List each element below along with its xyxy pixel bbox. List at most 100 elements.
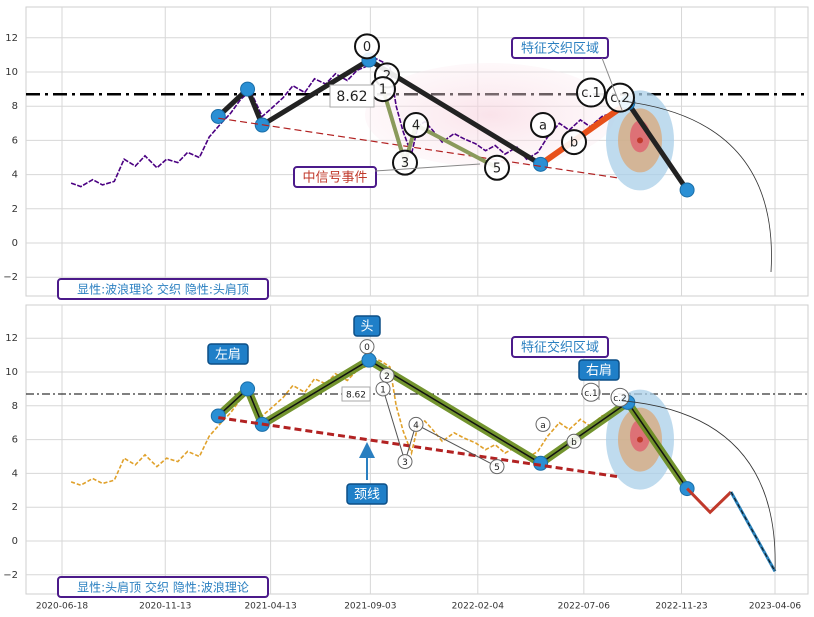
wave-label: 4	[408, 416, 424, 432]
wave-label-text: 0	[364, 343, 370, 353]
pivot-point	[210, 108, 226, 124]
wave-label-ring	[375, 381, 391, 397]
wave-label-ring	[566, 433, 582, 449]
wave-label-text: 3	[401, 156, 409, 171]
value-tag-box	[341, 386, 371, 402]
wave-label-text: 3	[402, 458, 408, 468]
label-head-box	[353, 315, 381, 337]
wave-label-ring	[576, 77, 606, 108]
wave-label: c.1	[581, 382, 601, 402]
wave-label-ring	[359, 339, 375, 355]
wave-label: a	[530, 112, 556, 139]
wave-label: c.1	[576, 77, 606, 108]
wave-label-ring	[610, 387, 630, 407]
wave-label: 4	[403, 112, 429, 139]
wave-label-ring	[581, 382, 601, 402]
wave-label-text: b	[571, 438, 577, 448]
pivot-point	[210, 408, 226, 424]
pattern-caption: 显性:头肩顶 交织 隐性:波浪理论	[57, 576, 269, 598]
label-neckline: 颈线	[346, 483, 388, 505]
label-medium-signal-box	[293, 166, 377, 188]
label-left-shoulder: 左肩	[207, 343, 249, 365]
wave-label-ring	[605, 82, 635, 113]
wave-label-ring	[354, 33, 380, 60]
label-medium-signal: 中信号事件	[293, 166, 377, 188]
projection-line	[686, 487, 733, 515]
label-neckline-text: 颈线	[354, 488, 380, 503]
value-tag-862: 8.62	[329, 84, 375, 108]
pointer-line	[374, 163, 481, 172]
label-feature-zone: 特征交织区域	[511, 37, 609, 59]
wave-label: 3	[397, 454, 413, 470]
pivot-point	[533, 455, 549, 471]
label-feature-zone-box	[511, 37, 609, 59]
feature-zone-core	[630, 120, 650, 153]
wave-label: c.2	[610, 387, 630, 407]
wave-label-text: c.2	[610, 91, 630, 106]
pivot-point	[533, 156, 549, 172]
wave-label: 1	[370, 76, 396, 103]
y-tick-label: 0	[12, 238, 18, 249]
label-left-shoulder-box	[207, 343, 249, 365]
wave-label-text: 1	[380, 385, 386, 395]
pivot-point	[361, 352, 377, 368]
wave-label: 3	[392, 149, 418, 176]
wave-label-text: 5	[493, 161, 501, 176]
neckline-line	[218, 416, 619, 479]
y-tick-label: 8	[12, 401, 18, 412]
wave-subpath-line	[382, 388, 498, 468]
plot-frame	[25, 304, 809, 595]
x-tick-label: 2022-02-04	[452, 602, 505, 612]
value-tag-text: 8.62	[336, 89, 367, 105]
wave-label-ring	[484, 154, 510, 181]
y-tick-label: 6	[12, 435, 18, 446]
y-tick-label: 4	[12, 170, 18, 181]
pivot-point	[240, 81, 256, 97]
label-neckline-box	[346, 483, 388, 505]
y-tick-label: 8	[12, 101, 18, 112]
pattern-caption-text: 显性:头肩顶 交织 隐性:波浪理论	[77, 580, 249, 595]
wave-label: 1	[375, 381, 391, 397]
feature-zone-dot	[637, 137, 643, 144]
y-tick-label: 6	[12, 135, 18, 146]
wave-label-text: c.1	[584, 389, 598, 399]
pattern-caption-box	[57, 278, 269, 300]
wave-label: 5	[484, 154, 510, 181]
projection-centerline	[730, 491, 776, 572]
orange-segment-line	[538, 100, 630, 167]
y-tick-label: 12	[5, 333, 18, 344]
wave-label-text: b	[570, 136, 578, 151]
pivot-point	[679, 182, 695, 198]
label-medium-signal-text: 中信号事件	[302, 171, 367, 186]
label-right-shoulder-text: 右肩	[586, 363, 612, 379]
wave-label: 0	[359, 339, 375, 355]
projection-arc	[621, 400, 776, 572]
x-tick-label: 2020-06-18	[36, 602, 89, 612]
wave-label: c.2	[605, 82, 635, 113]
wave-label-text: a	[539, 119, 547, 134]
wave-label: 2	[379, 367, 395, 383]
label-head-text: 头	[360, 320, 373, 335]
x-tick-label: 2020-11-13	[139, 602, 191, 612]
label-feature-zone-text: 特征交织区域	[521, 340, 599, 356]
wave-label-text: c.1	[581, 86, 601, 101]
y-tick-label: 10	[5, 367, 18, 378]
highlight-region	[365, 63, 615, 167]
label-head: 头	[353, 315, 381, 337]
wave-label: a	[535, 416, 551, 432]
label-right-shoulder: 右肩	[578, 359, 620, 381]
neckline-line	[218, 117, 619, 179]
wave-label-ring	[489, 459, 505, 475]
feature-zone-dot	[637, 436, 643, 443]
wave-label: 0	[354, 33, 380, 60]
pointer-line	[601, 57, 623, 111]
wave-label-ring	[535, 416, 551, 432]
wave-label-ring	[408, 416, 424, 432]
y-tick-label: 10	[5, 67, 18, 78]
pattern-caption-text: 显性:波浪理论 交织 隐性:头肩顶	[77, 282, 249, 297]
wave-label-text: 5	[494, 463, 500, 473]
value-tag-862: 8.62	[341, 386, 371, 402]
x-tick-label: 2021-09-03	[344, 602, 396, 612]
